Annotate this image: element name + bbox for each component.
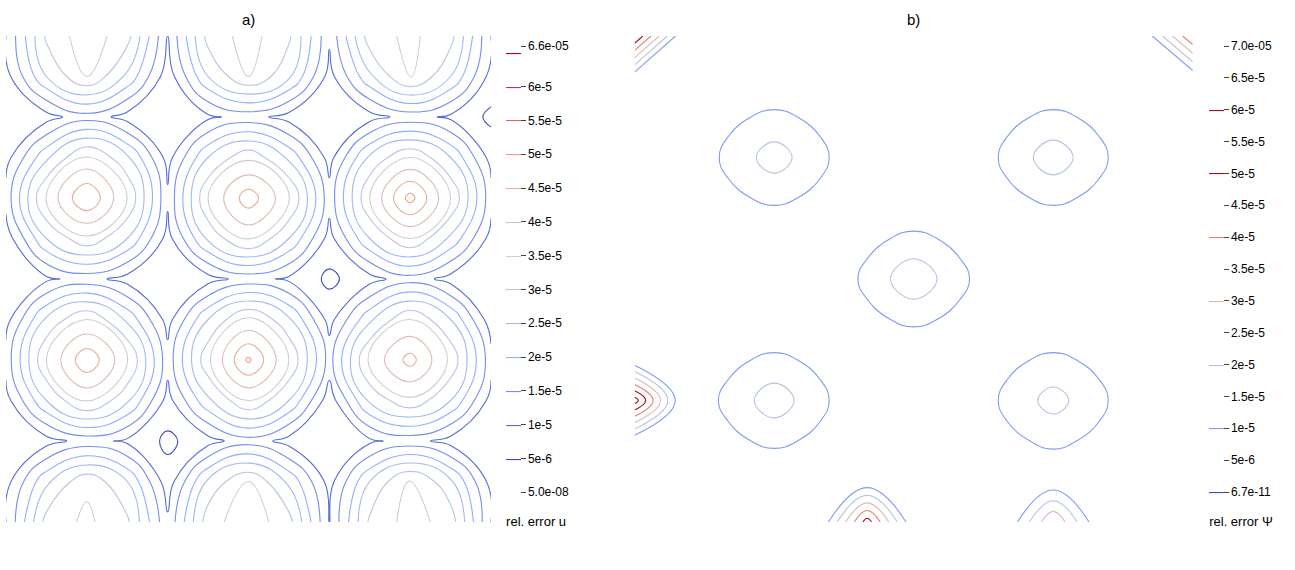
svg-text:5e-5: 5e-5 xyxy=(1231,167,1255,181)
svg-text:3e-5: 3e-5 xyxy=(1231,294,1255,308)
svg-text:5.5e-5: 5.5e-5 xyxy=(528,114,562,128)
svg-text:2.5e-5: 2.5e-5 xyxy=(1231,326,1265,340)
svg-text:1e-5: 1e-5 xyxy=(528,418,552,432)
svg-text:5e-6: 5e-6 xyxy=(1231,453,1255,467)
svg-text:1e-5: 1e-5 xyxy=(1231,421,1255,435)
svg-text:b): b) xyxy=(907,11,920,28)
svg-text:4e-5: 4e-5 xyxy=(1231,230,1255,244)
svg-text:6e-5: 6e-5 xyxy=(528,80,552,94)
svg-text:rel. error Ψ: rel. error Ψ xyxy=(1209,514,1273,529)
svg-text:a): a) xyxy=(242,11,255,28)
svg-text:5e-5: 5e-5 xyxy=(528,147,552,161)
svg-text:2e-5: 2e-5 xyxy=(1231,358,1255,372)
svg-text:2.5e-5: 2.5e-5 xyxy=(528,316,562,330)
svg-text:1.5e-5: 1.5e-5 xyxy=(1231,390,1265,404)
svg-text:6.5e-5: 6.5e-5 xyxy=(1231,71,1265,85)
svg-text:6e-5: 6e-5 xyxy=(1231,103,1255,117)
svg-text:3.5e-5: 3.5e-5 xyxy=(528,249,562,263)
svg-text:rel. error u: rel. error u xyxy=(506,514,566,529)
svg-text:4.5e-5: 4.5e-5 xyxy=(1231,198,1265,212)
svg-text:5.5e-5: 5.5e-5 xyxy=(1231,135,1265,149)
svg-text:5e-6: 5e-6 xyxy=(528,452,552,466)
svg-text:6.6e-05: 6.6e-05 xyxy=(528,39,569,53)
svg-text:4.5e-5: 4.5e-5 xyxy=(528,181,562,195)
svg-text:5.0e-08: 5.0e-08 xyxy=(528,485,569,499)
svg-text:4e-5: 4e-5 xyxy=(528,215,552,229)
svg-text:3e-5: 3e-5 xyxy=(528,283,552,297)
svg-text:3.5e-5: 3.5e-5 xyxy=(1231,262,1265,276)
svg-text:1.5e-5: 1.5e-5 xyxy=(528,384,562,398)
svg-text:6.7e-11: 6.7e-11 xyxy=(1231,485,1271,499)
svg-text:7.0e-05: 7.0e-05 xyxy=(1231,39,1272,53)
svg-text:2e-5: 2e-5 xyxy=(528,350,552,364)
